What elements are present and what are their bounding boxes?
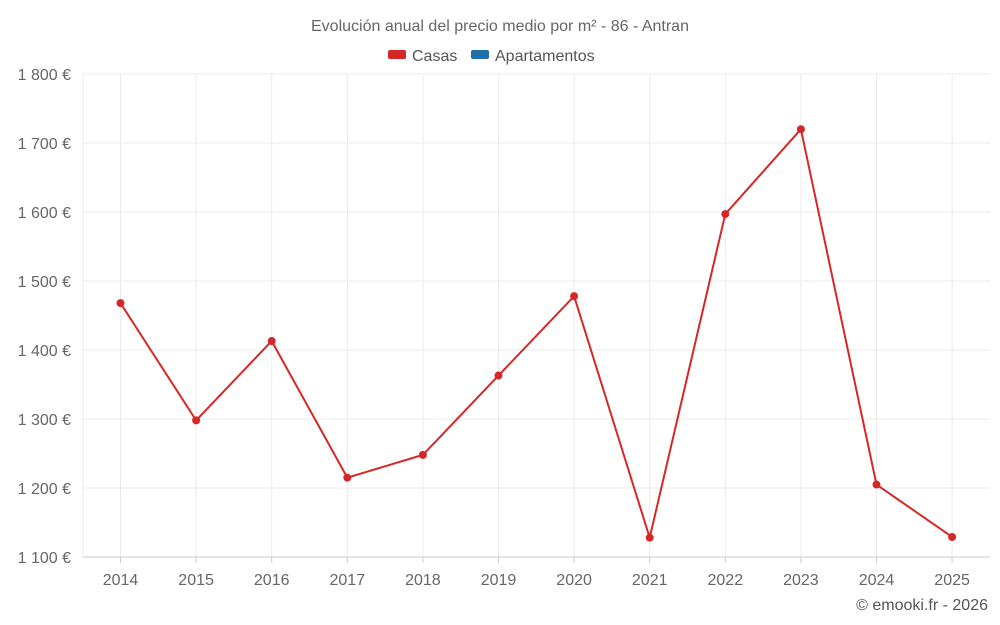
y-tick-label: 1 400 €	[18, 343, 71, 360]
x-tick-label: 2015	[178, 572, 214, 589]
data-point-casas-2025[interactable]	[948, 532, 957, 541]
x-tick-label: 2024	[859, 572, 895, 589]
y-tick-label: 1 300 €	[18, 412, 71, 429]
data-point-casas-2022[interactable]	[721, 210, 730, 219]
y-axis-ticks: 1 100 € 1 200 € 1 300 € 1 400 € 1 500 € 1 600…	[18, 67, 71, 567]
x-tick-label: 2016	[254, 572, 290, 589]
chart-title: Evolución anual del precio medio por m² …	[311, 18, 689, 35]
data-point-casas-2016[interactable]	[267, 337, 276, 346]
x-tick-label: 2019	[481, 572, 517, 589]
data-point-casas-2015[interactable]	[192, 416, 201, 425]
data-point-casas-2014[interactable]	[116, 299, 125, 308]
legend-swatch-casas[interactable]	[388, 50, 406, 59]
x-tick-label: 2017	[330, 572, 366, 589]
legend-label-apartamentos[interactable]: Apartamentos	[495, 48, 595, 65]
data-point-casas-2017[interactable]	[343, 473, 352, 482]
x-tick-label: 2022	[708, 572, 744, 589]
y-tick-label: 1 800 €	[18, 67, 71, 84]
x-tick-label: 2014	[103, 572, 139, 589]
data-point-casas-2021[interactable]	[645, 533, 654, 542]
y-tick-label: 1 500 €	[18, 274, 71, 291]
x-gridlines	[82, 74, 953, 557]
credit-text: © emooki.fr - 2026	[856, 597, 988, 614]
data-point-casas-2023[interactable]	[796, 125, 805, 134]
series-line-casas	[119, 128, 953, 539]
series-casas	[116, 125, 957, 542]
legend-label-casas[interactable]: Casas	[412, 48, 457, 65]
data-point-casas-2018[interactable]	[418, 450, 427, 459]
y-gridlines	[83, 73, 990, 489]
y-tick-label: 1 700 €	[18, 136, 71, 153]
x-tick-label: 2021	[632, 572, 668, 589]
x-tick-label: 2020	[556, 572, 592, 589]
x-tick-label: 2018	[405, 572, 441, 589]
legend: Casas Apartamentos	[388, 48, 595, 65]
y-tick-label: 1 600 €	[18, 205, 71, 222]
data-point-casas-2019[interactable]	[494, 371, 503, 380]
y-tick-label: 1 200 €	[18, 481, 71, 498]
data-point-casas-2020[interactable]	[570, 292, 579, 301]
x-axis-ticks: 2014 2015 2016 2017 2018 2019 2020 2021 2022 2023…	[103, 557, 970, 589]
legend-swatch-apartamentos[interactable]	[471, 50, 489, 59]
data-point-casas-2024[interactable]	[872, 480, 881, 489]
y-tick-label: 1 100 €	[18, 550, 71, 567]
x-tick-label: 2023	[783, 572, 819, 589]
x-tick-label: 2025	[934, 572, 970, 589]
